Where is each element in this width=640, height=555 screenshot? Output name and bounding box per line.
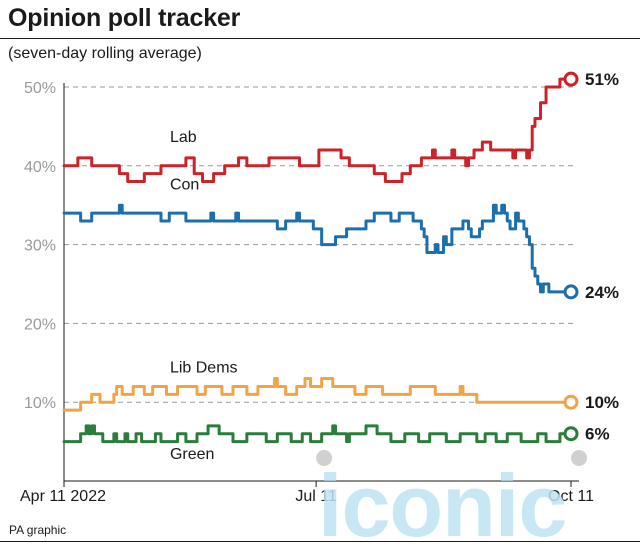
- series-line-green: [62, 424, 573, 444]
- series-label-lab: Lab: [170, 129, 197, 146]
- x-tick-label: Apr 11 2022: [20, 488, 106, 505]
- y-tick-label: 20%: [24, 316, 56, 333]
- series-label-lib-dems: Lib Dems: [170, 359, 238, 376]
- y-tick-label: 30%: [24, 238, 56, 255]
- y-tick-label: 50%: [24, 80, 56, 97]
- end-marker-green: [563, 426, 579, 442]
- y-tick-label: 40%: [24, 159, 56, 176]
- chart-subtitle: (seven-day rolling average): [8, 45, 202, 62]
- end-label-lab: 51%: [585, 70, 619, 89]
- bottom-rule: [0, 541, 640, 542]
- y-tick-label: 10%: [24, 395, 56, 412]
- series-line-con: [62, 203, 573, 294]
- end-label-lib-dems: 10%: [585, 393, 619, 412]
- series-label-con: Con: [170, 176, 199, 193]
- x-tick-label: Oct 11: [548, 488, 594, 505]
- series-label-green: Green: [170, 446, 214, 463]
- series-line-lib-dems: [62, 377, 573, 412]
- top-rule: [0, 38, 640, 39]
- end-label-con: 24%: [585, 283, 619, 302]
- end-marker-lib-dems: [563, 394, 579, 410]
- end-marker-con: [563, 284, 579, 300]
- iconic-watermark-logo: iconic: [318, 456, 567, 555]
- x-tick-marker: [316, 450, 333, 466]
- x-tick-label: Jul 11: [295, 488, 337, 505]
- x-tick-marker: [571, 450, 587, 466]
- series-line-lab: [62, 77, 573, 184]
- end-marker-lab: [563, 71, 579, 87]
- source-credit: PA graphic: [9, 523, 67, 537]
- end-label-green: 6%: [585, 425, 610, 444]
- chart-title: Opinion poll tracker: [8, 4, 241, 32]
